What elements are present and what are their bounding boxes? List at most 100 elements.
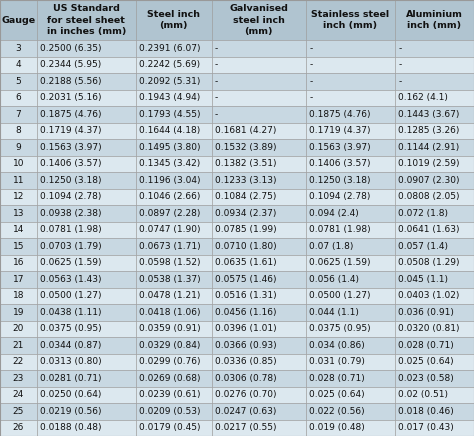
Text: 0.1563 (3.97): 0.1563 (3.97)	[309, 143, 371, 152]
Bar	[36, 320, 136, 337]
Bar	[136, 40, 211, 57]
Bar	[0, 106, 36, 123]
Bar	[395, 139, 474, 156]
Bar	[211, 188, 306, 205]
Bar	[0, 320, 36, 337]
Text: 0.0673 (1.71): 0.0673 (1.71)	[139, 242, 201, 251]
Text: 15: 15	[13, 242, 24, 251]
Bar	[0, 238, 36, 255]
Text: 0.0538 (1.37): 0.0538 (1.37)	[139, 275, 201, 284]
Text: 3: 3	[16, 44, 21, 53]
Text: 0.2500 (6.35): 0.2500 (6.35)	[40, 44, 101, 53]
Text: 0.094 (2.4): 0.094 (2.4)	[309, 209, 359, 218]
Text: 4: 4	[16, 60, 21, 69]
Text: 0.0897 (2.28): 0.0897 (2.28)	[139, 209, 201, 218]
Text: US Standard
for steel sheet
in inches (mm): US Standard for steel sheet in inches (m…	[47, 4, 126, 36]
Bar	[36, 304, 136, 320]
Text: 0.0329 (0.84): 0.0329 (0.84)	[139, 341, 201, 350]
Bar	[211, 370, 306, 387]
Text: 0.022 (0.56): 0.022 (0.56)	[309, 407, 365, 416]
Text: 0.031 (0.79): 0.031 (0.79)	[309, 357, 365, 366]
Text: 0.0747 (1.90): 0.0747 (1.90)	[139, 225, 201, 234]
Bar	[306, 188, 395, 205]
Bar	[395, 172, 474, 189]
Bar	[211, 288, 306, 304]
Bar	[306, 288, 395, 304]
Bar	[395, 370, 474, 387]
Text: -: -	[215, 77, 218, 86]
Bar	[306, 90, 395, 106]
Bar	[136, 106, 211, 123]
Bar	[0, 57, 36, 73]
Text: 0.1144 (2.91): 0.1144 (2.91)	[398, 143, 460, 152]
Bar	[0, 271, 36, 288]
Bar	[306, 73, 395, 90]
Bar	[136, 337, 211, 354]
Bar	[306, 156, 395, 172]
Bar	[36, 387, 136, 403]
Bar	[211, 205, 306, 221]
Text: 8: 8	[16, 126, 21, 135]
Text: 0.0336 (0.85): 0.0336 (0.85)	[215, 357, 276, 366]
Text: 0.0269 (0.68): 0.0269 (0.68)	[139, 374, 201, 383]
Bar	[395, 403, 474, 419]
Text: 0.0250 (0.64): 0.0250 (0.64)	[40, 390, 101, 399]
Text: 0.0320 (0.81): 0.0320 (0.81)	[398, 324, 460, 333]
Bar	[136, 156, 211, 172]
Text: 16: 16	[13, 258, 24, 267]
Text: 6: 6	[16, 93, 21, 102]
Text: 0.0781 (1.98): 0.0781 (1.98)	[40, 225, 101, 234]
Text: 0.0344 (0.87): 0.0344 (0.87)	[40, 341, 101, 350]
Bar	[211, 106, 306, 123]
Text: 0.025 (0.64): 0.025 (0.64)	[309, 390, 365, 399]
Bar	[36, 90, 136, 106]
Text: 0.0299 (0.76): 0.0299 (0.76)	[139, 357, 201, 366]
Bar	[395, 320, 474, 337]
Text: 0.0516 (1.31): 0.0516 (1.31)	[215, 291, 276, 300]
Bar	[136, 354, 211, 370]
Text: 0.036 (0.91): 0.036 (0.91)	[398, 308, 454, 317]
Text: 0.162 (4.1): 0.162 (4.1)	[398, 93, 448, 102]
Text: 0.1094 (2.78): 0.1094 (2.78)	[40, 192, 101, 201]
Bar	[395, 271, 474, 288]
Bar	[36, 106, 136, 123]
Text: 0.057 (1.4): 0.057 (1.4)	[398, 242, 448, 251]
Bar	[36, 139, 136, 156]
Bar	[0, 205, 36, 221]
Bar	[36, 73, 136, 90]
Text: 0.0239 (0.61): 0.0239 (0.61)	[139, 390, 201, 399]
Text: 0.0785 (1.99): 0.0785 (1.99)	[215, 225, 276, 234]
Bar	[395, 0, 474, 40]
Bar	[36, 188, 136, 205]
Text: 0.1094 (2.78): 0.1094 (2.78)	[309, 192, 371, 201]
Text: 0.2344 (5.95): 0.2344 (5.95)	[40, 60, 101, 69]
Bar	[136, 73, 211, 90]
Bar	[136, 139, 211, 156]
Text: 0.0209 (0.53): 0.0209 (0.53)	[139, 407, 201, 416]
Text: 0.07 (1.8): 0.07 (1.8)	[309, 242, 354, 251]
Bar	[0, 73, 36, 90]
Bar	[136, 188, 211, 205]
Text: 0.017 (0.43): 0.017 (0.43)	[398, 423, 454, 432]
Text: 0.1019 (2.59): 0.1019 (2.59)	[398, 159, 460, 168]
Bar	[136, 238, 211, 255]
Text: 0.0508 (1.29): 0.0508 (1.29)	[398, 258, 460, 267]
Text: 0.1084 (2.75): 0.1084 (2.75)	[215, 192, 276, 201]
Bar	[0, 0, 36, 40]
Text: 12: 12	[13, 192, 24, 201]
Bar	[395, 106, 474, 123]
Bar	[36, 156, 136, 172]
Bar	[136, 288, 211, 304]
Text: 0.0217 (0.55): 0.0217 (0.55)	[215, 423, 276, 432]
Text: 0.1382 (3.51): 0.1382 (3.51)	[215, 159, 276, 168]
Bar	[306, 0, 395, 40]
Bar	[211, 90, 306, 106]
Bar	[36, 238, 136, 255]
Text: 23: 23	[13, 374, 24, 383]
Bar	[0, 387, 36, 403]
Text: 0.0403 (1.02): 0.0403 (1.02)	[398, 291, 460, 300]
Text: 0.044 (1.1): 0.044 (1.1)	[309, 308, 359, 317]
Bar	[395, 238, 474, 255]
Text: 10: 10	[13, 159, 24, 168]
Bar	[211, 221, 306, 238]
